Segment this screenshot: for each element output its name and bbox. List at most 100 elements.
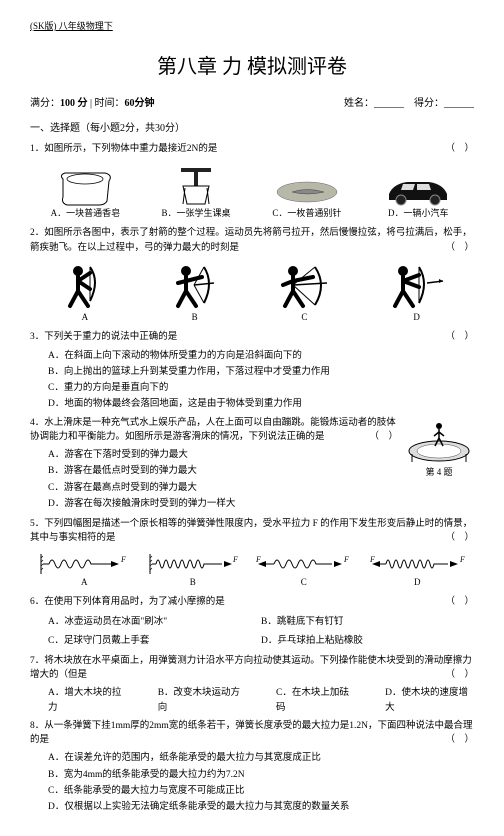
q5-label-a: A	[39, 576, 129, 590]
svg-text:F: F	[343, 555, 349, 564]
q6-opt-a: A．冰壶运动员在冰面"刷冰"	[48, 615, 261, 629]
q3-stem: 3．下列关于重力的说法中正确的是	[30, 332, 177, 342]
q7-options: A．增大木块的拉力 B．改变木块运动方向 C．在木块上加砝码 D．使木块的速度增…	[48, 686, 474, 715]
full-score-label: 满分：	[30, 98, 60, 109]
q8-paren: （ ）	[445, 733, 474, 747]
svg-text:F: F	[459, 555, 465, 564]
q1-img-b: B．一张学生课桌	[162, 162, 231, 221]
spring-b-icon: F	[148, 552, 238, 576]
q3-opt-a: A．在斜面上向下滚动的物体所受重力的方向是沿斜面向下的	[48, 349, 474, 363]
q5-paren: （ ）	[445, 531, 474, 545]
q2-label-b: B	[170, 311, 220, 325]
q7-opt-c: C．在木块上加砝码	[276, 686, 355, 715]
q1-text: 1．如图所示，下列物体中重力最接近2N的是	[30, 144, 217, 154]
svg-text:F: F	[370, 555, 375, 564]
meta-row: 满分：100 分 | 时间：60分钟 姓名：______ 得分：______	[30, 96, 474, 111]
q8-opt-c: C．纸条能承受的最大拉力与宽度不可能成正比	[48, 784, 474, 798]
score-field: 得分：______	[414, 98, 474, 109]
desk-icon	[171, 162, 221, 207]
q5-img-d: F F D	[370, 552, 465, 590]
q7-opt-a: A．增大木块的拉力	[48, 686, 128, 715]
q8-opt-b: B．宽为4mm的纸条能承受的最大拉力约为7.2N	[48, 768, 474, 782]
q6-opt-c: C．足球守门员戴上手套	[48, 634, 261, 648]
archer-c-icon	[279, 261, 329, 311]
q7-paren: （ ）	[445, 668, 474, 682]
q2-label-d: D	[389, 311, 444, 325]
q1-img-c: C．一枚普通别针	[272, 177, 342, 221]
question-1: 1．如图所示，下列物体中重力最接近2N的是 （ ）	[30, 142, 474, 156]
page-header: (SK版) 八年级物理下	[30, 20, 474, 34]
q5-img-c: FF C	[256, 552, 351, 590]
q7-opt-d: D．使木块的速度增大	[385, 686, 474, 715]
q1-paren: （ ）	[445, 142, 474, 156]
meta-left: 满分：100 分 | 时间：60分钟	[30, 96, 155, 111]
q2-img-a: A	[60, 261, 110, 325]
q5-images: F A F B FF C FF D	[30, 552, 474, 590]
q4-caption: 第 4 题	[404, 466, 474, 480]
q5-label-c: C	[256, 576, 351, 590]
q6-stem: 6．在使用下列体育用品时，为了减小摩擦的是	[30, 597, 225, 607]
spring-a-icon: F	[39, 552, 129, 576]
time-value: 60分钟	[125, 98, 155, 109]
q7-opt-b: B．改变木块运动方向	[158, 686, 246, 715]
q2-img-d: D	[389, 261, 444, 325]
time-label: | 时间：	[90, 98, 125, 109]
section-1-head: 一、选择题（每小题2分，共30分）	[30, 121, 474, 136]
archer-b-icon	[170, 261, 220, 311]
question-3: 3．下列关于重力的说法中正确的是 （ ）	[30, 330, 474, 344]
q2-img-c: C	[279, 261, 329, 325]
svg-text:F: F	[120, 555, 126, 564]
q2-label-a: A	[60, 311, 110, 325]
q2-img-b: B	[170, 261, 220, 325]
question-5: 5．下列四幅图是描述一个原长相等的弹簧弹性限度内，受水平拉力 F 的作用下发生形…	[30, 517, 474, 546]
full-score: 100 分	[60, 98, 88, 109]
q4-paren: （ ）	[369, 430, 398, 444]
meta-right: 姓名：______ 得分：______	[344, 96, 474, 111]
q2-label-c: C	[279, 311, 329, 325]
q3-paren: （ ）	[445, 330, 474, 344]
q3-opt-d: D．地面的物体最终会落回地面，这是由于物体受到重力作用	[48, 397, 474, 411]
q1-images: A．一块普通香皂 B．一张学生课桌 C．一枚普通别针 D．一辆小汽车	[30, 162, 474, 221]
trampoline-icon	[404, 416, 474, 466]
archer-d-icon	[389, 261, 444, 311]
q2-images: A B C D	[30, 261, 474, 325]
svg-text:F: F	[232, 555, 238, 564]
q3-options: A．在斜面上向下滚动的物体所受重力的方向是沿斜面向下的 B．向上抛出的篮球上升到…	[48, 349, 474, 412]
pin-icon	[272, 177, 342, 207]
q1-img-d: D．一辆小汽车	[383, 172, 453, 221]
q5-img-b: F B	[148, 552, 238, 590]
q8-opt-d: D．仅根据以上实验无法确定纸条能承受的最大拉力与其宽度的数量关系	[48, 800, 474, 814]
spring-c-icon: FF	[256, 552, 351, 576]
q8-stem: 8．从一条弹簧下挂1mm厚的2mm宽的纸条若干，弹簧长度承受的最大拉力是1.2N…	[30, 721, 473, 745]
name-field: 姓名：______	[344, 98, 404, 109]
question-8: 8．从一条弹簧下挂1mm厚的2mm宽的纸条若干，弹簧长度承受的最大拉力是1.2N…	[30, 719, 474, 748]
q8-options: A．在误差允许的范围内，纸条能承受的最大拉力与其宽度成正比 B．宽为4mm的纸条…	[48, 751, 474, 814]
q1-label-c: C．一枚普通别针	[272, 207, 342, 221]
svg-text:F: F	[256, 555, 261, 564]
q4-opt-c: C．游客在最高点时受到的弹力最大	[48, 481, 474, 495]
question-2: 2．如图所示各图中，表示了射箭的整个过程。运动员先将箭弓拉开，然后慢慢拉弦，将弓…	[30, 226, 474, 255]
q1-label-a: A．一块普通香皂	[51, 207, 121, 221]
q6-opt-b: B．跳鞋底下有钉钉	[261, 615, 474, 629]
question-7: 7．将木块放在水平桌面上，用弹簧测力计沿水平方向拉动使其运动。下列操作能使木块受…	[30, 654, 474, 683]
car-icon	[383, 172, 453, 207]
q6-opt-d: D．乒乓球拍上粘贴橡胶	[261, 634, 474, 648]
q3-opt-b: B．向上抛出的篮球上升到某受重力作用，下落过程中才受重力作用	[48, 365, 474, 379]
q2-text: 2．如图所示各图中，表示了射箭的整个过程。运动员先将箭弓拉开，然后慢慢拉弦，将弓…	[30, 228, 472, 252]
q5-label-d: D	[370, 576, 465, 590]
soap-icon	[55, 167, 115, 207]
q1-img-a: A．一块普通香皂	[51, 167, 121, 221]
q6-paren: （ ）	[445, 595, 474, 609]
q4-opt-d: D．游客在每次接触滑床时受到的弹力一样大	[48, 497, 474, 511]
q5-stem: 5．下列四幅图是描述一个原长相等的弹簧弹性限度内，受水平拉力 F 的作用下发生形…	[30, 519, 472, 543]
archer-a-icon	[60, 261, 110, 311]
q3-opt-c: C．重力的方向是垂直向下的	[48, 381, 474, 395]
exam-title: 第八章 力 模拟测评卷	[30, 52, 474, 82]
q8-opt-a: A．在误差允许的范围内，纸条能承受的最大拉力与其宽度成正比	[48, 751, 474, 765]
question-6: 6．在使用下列体育用品时，为了减小摩擦的是 （ ）	[30, 595, 474, 609]
q7-stem: 7．将木块放在水平桌面上，用弹簧测力计沿水平方向拉动使其运动。下列操作能使木块受…	[30, 656, 472, 680]
q2-paren: （ ）	[445, 241, 474, 255]
q6-options: A．冰壶运动员在冰面"刷冰" B．跳鞋底下有钉钉 C．足球守门员戴上手套 D．乒…	[48, 613, 474, 650]
q4-figure: 第 4 题	[404, 416, 474, 480]
q1-label-d: D．一辆小汽车	[383, 207, 453, 221]
